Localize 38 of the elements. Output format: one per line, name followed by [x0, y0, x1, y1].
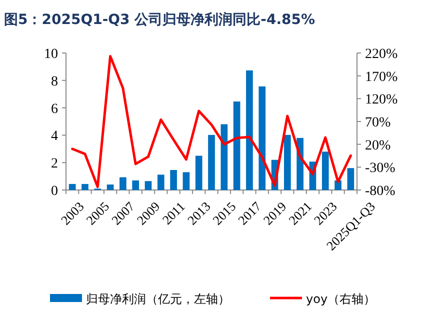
y2-tick-label: -30%	[365, 161, 396, 176]
bar	[220, 124, 228, 190]
bar	[246, 70, 253, 190]
bar	[195, 156, 202, 190]
y2-tick-label: 170%	[365, 70, 398, 85]
legend-label: yoy（右轴）	[306, 292, 376, 306]
y2-tick-label: 70%	[365, 116, 391, 130]
y2-tick-label: -80%	[365, 184, 396, 199]
chart-title: 图5：2025Q1-Q3 公司归母净利润同比-4.85%	[4, 11, 316, 28]
bar	[68, 184, 76, 190]
bar	[208, 134, 215, 190]
bar	[82, 184, 88, 190]
y2-tick-label: 220%	[365, 47, 398, 62]
bar	[170, 170, 177, 190]
bar	[144, 181, 152, 190]
bar	[322, 152, 329, 190]
bar	[347, 168, 354, 190]
bar	[120, 177, 126, 190]
bar	[233, 102, 240, 190]
bar	[132, 180, 140, 190]
y-tick-label: 10	[44, 47, 58, 62]
y2-tick-label: 20%	[365, 138, 391, 154]
bar	[157, 174, 164, 190]
bar	[334, 180, 342, 190]
y-tick-label: 2	[51, 156, 58, 172]
y-tick-label: 6	[51, 102, 58, 117]
bar	[182, 172, 190, 190]
line-series	[71, 54, 352, 188]
bar	[106, 184, 114, 190]
bar	[284, 134, 291, 190]
y-tick-label: 8	[51, 74, 58, 90]
y-tick-label: 4	[51, 129, 58, 144]
bar	[258, 86, 266, 190]
y2-tick-label: 120%	[365, 92, 398, 108]
x-tick-label: 2011	[159, 198, 188, 228]
legend-label: 归母净利润（亿元，左轴）	[86, 292, 230, 306]
y-tick-label: 0	[51, 184, 58, 199]
x-tick-label: 2021	[286, 198, 315, 228]
